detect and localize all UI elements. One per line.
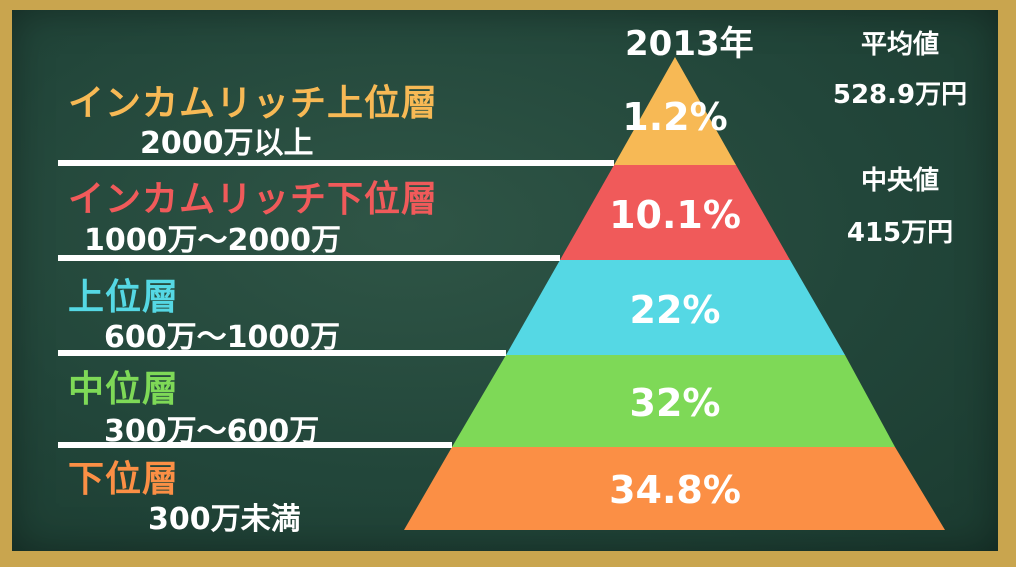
tier-4-percent: 32%	[630, 381, 721, 425]
tier-2-percent: 10.1%	[609, 193, 741, 237]
tier-5-percent: 34.8%	[609, 468, 741, 512]
tier-4-range: 300万～600万	[104, 414, 320, 449]
mean-label: 平均値	[860, 30, 939, 60]
mean-value: 528.9万円	[832, 80, 968, 110]
year-label: 2013年	[625, 24, 754, 64]
separator-line	[58, 350, 506, 356]
tier-5-range: 300万未満	[148, 502, 301, 537]
tier-3-name: 上位層	[68, 277, 180, 318]
tier-1-name: インカムリッチ上位層	[68, 83, 439, 124]
tier-1-percent: 1.2%	[622, 95, 727, 139]
separator-line	[58, 255, 560, 261]
tier-1-range: 2000万以上	[140, 126, 314, 161]
tier-3-segment	[506, 260, 845, 355]
tier-4-name: 中位層	[68, 369, 180, 410]
tier-2-segment	[560, 165, 790, 260]
tier-5-name: 下位層	[68, 459, 180, 500]
tier-5-segment	[404, 447, 945, 530]
separator-line	[58, 160, 614, 166]
median-value: 415万円	[846, 218, 954, 248]
median-label: 中央値	[860, 166, 939, 196]
tier-1-segment	[614, 57, 736, 165]
tier-3-range: 600万～1000万	[104, 320, 341, 355]
separator-line	[58, 442, 452, 448]
tier-4-segment	[452, 355, 895, 447]
tier-2-name: インカムリッチ下位層	[68, 179, 439, 220]
tier-2-range: 1000万～2000万	[84, 223, 341, 258]
tier-3-percent: 22%	[630, 288, 721, 332]
